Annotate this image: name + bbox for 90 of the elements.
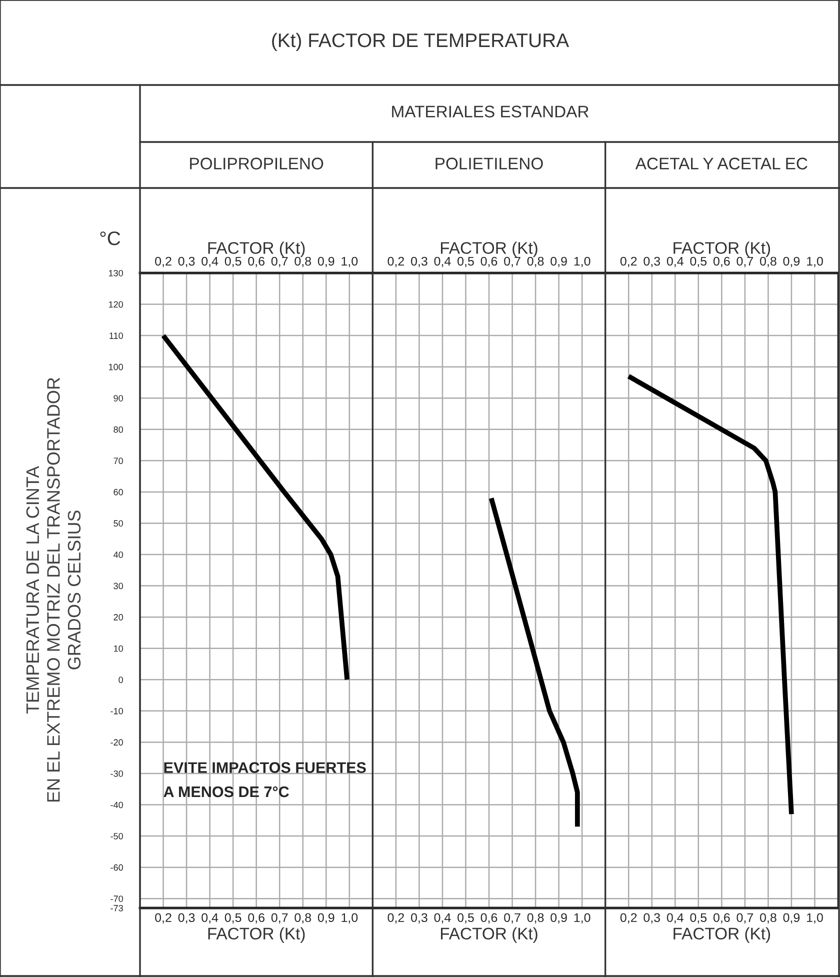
x2-tick-label: 1,0 [342, 256, 358, 268]
x-tick-label: 0,3 [644, 913, 660, 924]
x-tick-label: 0,5 [224, 913, 242, 924]
x2-tick-label: 0,2 [388, 256, 404, 268]
x-axis-title: FACTOR (Kt) [674, 927, 770, 943]
text: °C [100, 231, 120, 246]
x2-tick-label: 0,9 [318, 256, 334, 268]
x2-tick-label: 0,5 [690, 256, 707, 268]
x-tick-label: 0,4 [202, 913, 218, 924]
x-tick-label: 0,7 [271, 913, 288, 924]
y-tick-label: -20 [110, 739, 123, 746]
x2-tick-label: 0,4 [666, 256, 684, 268]
x2-axis-title: FACTOR (Kt) [674, 242, 770, 258]
x2-tick-label: 0,5 [224, 256, 242, 268]
x2-tick-label: 0,7 [504, 256, 520, 268]
x-tick-label: 0,5 [690, 913, 707, 924]
x2-tick-label: 0,6 [480, 256, 498, 268]
x-tick-label: 0,9 [783, 913, 800, 924]
x2-tick-label: 0,3 [178, 256, 195, 268]
x-tick-label: 0,8 [527, 913, 544, 924]
x-tick-label: 0,3 [411, 913, 428, 924]
y-tick-label: 120 [108, 301, 123, 308]
y-tick-label: 80 [114, 426, 123, 433]
text: (Kt) FACTOR DE TEMPERATURA [272, 32, 570, 52]
y-tick-label: 10 [114, 645, 123, 652]
x2-tick-label: 1,0 [574, 256, 590, 268]
x2-tick-label: 0,6 [248, 256, 264, 268]
y-tick-label: 90 [114, 395, 123, 402]
x-tick-label: 0,7 [736, 913, 753, 924]
x2-tick-label: 0,4 [202, 256, 218, 268]
x-tick-label: 1,0 [807, 913, 823, 924]
x-tick-label: 1,0 [574, 913, 590, 924]
x2-tick-label: 1,0 [807, 256, 823, 268]
chart-title: ACETAL Y ACETAL EC [635, 158, 808, 170]
y-tick-label: -10 [110, 708, 123, 714]
y-tick-label: 20 [114, 614, 123, 620]
x2-tick-label: 0,2 [620, 256, 637, 268]
x-tick-label: 0,6 [248, 913, 264, 924]
x2-axis-title: FACTOR (Kt) [440, 242, 538, 258]
x2-tick-label: 0,3 [644, 256, 660, 268]
x-tick-label: 0,2 [155, 913, 172, 924]
x2-tick-label: 0,9 [783, 256, 800, 268]
x2-tick-label: 0,3 [411, 256, 428, 268]
annotation: EVITE IMPACTOS FUERTES A MENOS DE 7°C [164, 762, 366, 798]
x2-tick-label: 0,7 [271, 256, 288, 268]
y-tick-label: -50 [110, 833, 123, 840]
y-tick-label: 50 [114, 520, 123, 527]
chart-title: POLIETILENO [436, 158, 543, 170]
x2-tick-label: 0,6 [713, 256, 730, 268]
x2-tick-label: 0,8 [527, 256, 544, 268]
x2-tick-label: 0,4 [434, 256, 451, 268]
x2-tick-label: 0,8 [760, 256, 776, 268]
x-axis-title: FACTOR (Kt) [440, 927, 538, 943]
x-tick-label: 0,4 [666, 913, 684, 924]
x-tick-label: 0,3 [178, 913, 195, 924]
y-tick-label: 30 [114, 582, 123, 590]
x-tick-label: 0,6 [713, 913, 730, 924]
y-tick-label: 130 [108, 270, 123, 276]
x-tick-label: 0,9 [318, 913, 334, 924]
y-tick-label: 100 [108, 364, 123, 370]
text: MATERIALES ESTANDAR [392, 106, 588, 118]
x-tick-label: 0,2 [388, 913, 404, 924]
chart-title: POLIPROPILENO [190, 158, 324, 170]
x-tick-label: 1,0 [342, 913, 358, 924]
x-tick-label: 0,7 [504, 913, 520, 924]
y-tick-label: 40 [114, 551, 123, 558]
x-tick-label: 0,4 [434, 913, 451, 924]
y-tick-label: -30 [110, 770, 123, 777]
x2-tick-label: 0,8 [294, 256, 312, 268]
x-tick-label: 0,5 [458, 913, 474, 924]
x-tick-label: 0,6 [480, 913, 498, 924]
x2-tick-label: 0,5 [458, 256, 474, 268]
y-tick-label: 70 [114, 458, 123, 464]
x-tick-label: 0,8 [294, 913, 312, 924]
y-tick-label: 0 [118, 676, 123, 684]
x-tick-label: 0,8 [760, 913, 776, 924]
x-axis-title: FACTOR (Kt) [208, 927, 305, 943]
x2-tick-label: 0,7 [736, 256, 753, 268]
y-tick-label: 60 [114, 488, 123, 496]
y-tick-label: -60 [110, 864, 123, 871]
y-tick-label: -73 [110, 904, 123, 912]
x2-tick-label: 0,2 [155, 256, 172, 268]
y-tick-label: -40 [110, 802, 123, 808]
x2-axis-title: FACTOR (Kt) [208, 242, 305, 258]
y-tick-label: -70 [110, 896, 123, 902]
x-tick-label: 0,2 [620, 913, 637, 924]
x2-tick-label: 0,9 [550, 256, 567, 268]
y-tick-label: 110 [110, 332, 123, 339]
y-axis-title: TEMPERATURA DE LA CINTA EN EL EXTREMO MOTRIZ DEL TRANSPORTADOR GRADOS CELSIUS [26, 378, 81, 802]
x-tick-label: 0,9 [550, 913, 567, 924]
